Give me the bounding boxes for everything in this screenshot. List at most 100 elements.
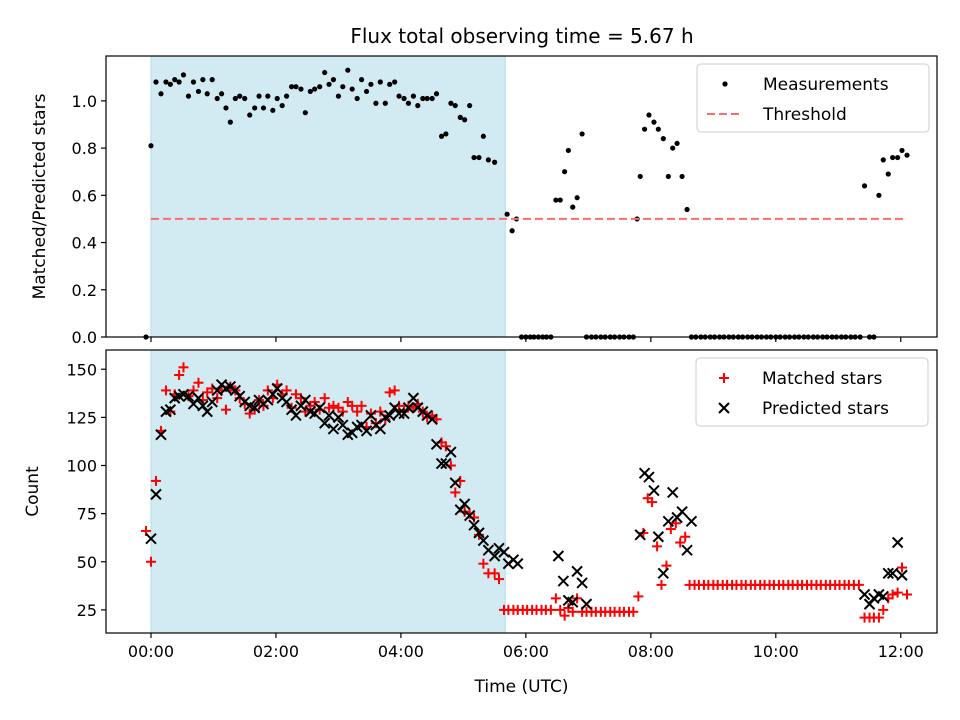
- predicted-star-point: [318, 417, 331, 429]
- measurement-point: [480, 133, 486, 139]
- measurement-point: [861, 183, 868, 189]
- x-b: [177, 388, 190, 400]
- x-b: [430, 438, 443, 451]
- matched-star-point: [440, 441, 451, 452]
- x-b: [304, 405, 317, 418]
- predicted-star-point: [332, 411, 345, 424]
- measurement-point: [185, 93, 192, 99]
- matched-star-point: [545, 604, 556, 615]
- measurement-point: [670, 145, 676, 151]
- measurement-point: [335, 93, 342, 99]
- x-b: [323, 409, 335, 422]
- y-tick-label: 125: [66, 408, 97, 427]
- predicted-star-point: [402, 402, 415, 414]
- x-b: [877, 590, 889, 603]
- x-b: [182, 390, 195, 402]
- matched-star-point: [150, 475, 161, 486]
- x-b: [557, 575, 570, 587]
- x-tick-label: 12:00: [878, 642, 924, 661]
- matched-star-point: [665, 524, 676, 535]
- matched-star-point: [347, 400, 358, 411]
- predicted-star-point: [676, 506, 688, 518]
- measurement-point: [326, 81, 332, 87]
- measurement-point: [655, 126, 661, 132]
- measurement-point: [200, 77, 206, 83]
- measurement-point: [660, 136, 666, 142]
- predicted-star-point: [685, 515, 698, 528]
- predicted-star-point: [150, 488, 162, 501]
- matched-star-point: [873, 612, 884, 623]
- measurement-point: [899, 147, 905, 154]
- measurement-point: [223, 105, 229, 111]
- x-b: [337, 419, 349, 431]
- predicted-star-point: [512, 557, 524, 570]
- predicted-star-point: [374, 423, 386, 435]
- measurement-point: [373, 100, 379, 106]
- axes-frame: [105, 349, 938, 634]
- measurement-point: [293, 84, 299, 90]
- measurement-point: [462, 117, 468, 123]
- measurement-point: [242, 95, 248, 102]
- x-b: [365, 409, 377, 422]
- measurement-point: [368, 81, 374, 87]
- x-b: [891, 536, 904, 549]
- measurement-point: [457, 114, 463, 120]
- y-tick-label: 25: [77, 601, 97, 620]
- matched-star-point: [220, 404, 231, 415]
- measurement-point: [579, 131, 585, 137]
- x-b: [243, 400, 256, 412]
- matched-star-point: [902, 589, 913, 600]
- measurement-point: [283, 93, 290, 99]
- measurement-point: [256, 93, 262, 99]
- matched-star-point: [160, 385, 171, 396]
- x-b: [666, 486, 679, 499]
- measurement-point: [387, 81, 393, 87]
- y-tick-label: 0.6: [72, 186, 97, 205]
- x-b: [676, 506, 688, 518]
- measurement-point: [392, 79, 398, 85]
- x-b: [449, 477, 461, 489]
- y-tick-label: 0.0: [72, 328, 97, 347]
- predicted-star-point: [463, 509, 476, 522]
- predicted-star-point: [449, 477, 461, 489]
- measurement-point: [363, 88, 370, 95]
- x-b: [473, 527, 485, 539]
- predicted-star-point: [365, 409, 377, 422]
- measurement-point: [429, 95, 435, 102]
- x-b: [858, 588, 871, 601]
- measurement-point: [247, 112, 253, 118]
- matched-star-point: [300, 406, 311, 417]
- y-tick-label: 150: [66, 360, 97, 379]
- measurement-point: [322, 69, 328, 76]
- predicted-star-point: [643, 471, 655, 483]
- legend-label: Measurements: [763, 75, 889, 95]
- predicted-star-point: [206, 396, 218, 408]
- measurement-point: [345, 67, 351, 73]
- measurement-point: [405, 100, 412, 106]
- measurement-point: [885, 171, 891, 177]
- x-tick-label: 10:00: [753, 642, 799, 661]
- matched-star-point: [647, 497, 658, 508]
- measurement-point: [382, 100, 388, 106]
- measurement-point: [396, 93, 402, 99]
- matched-star-point: [324, 402, 335, 413]
- x-b: [145, 532, 157, 545]
- x-b: [562, 594, 575, 606]
- x-b: [313, 402, 326, 414]
- predicted-star-point: [192, 392, 205, 404]
- measurement-point: [410, 93, 417, 99]
- predicted-star-point: [657, 567, 670, 580]
- x-b: [280, 396, 293, 408]
- predicted-star-point: [896, 569, 908, 581]
- x-b: [426, 413, 438, 426]
- measurement-point: [471, 154, 477, 161]
- measurement-point: [163, 79, 169, 85]
- measurement-point: [265, 93, 271, 99]
- measurement-point: [172, 77, 178, 83]
- measurement-point: [158, 91, 164, 97]
- x-b: [192, 392, 205, 404]
- predicted-star-point: [182, 390, 195, 402]
- matched-star-point: [559, 610, 570, 621]
- x-b: [571, 565, 583, 578]
